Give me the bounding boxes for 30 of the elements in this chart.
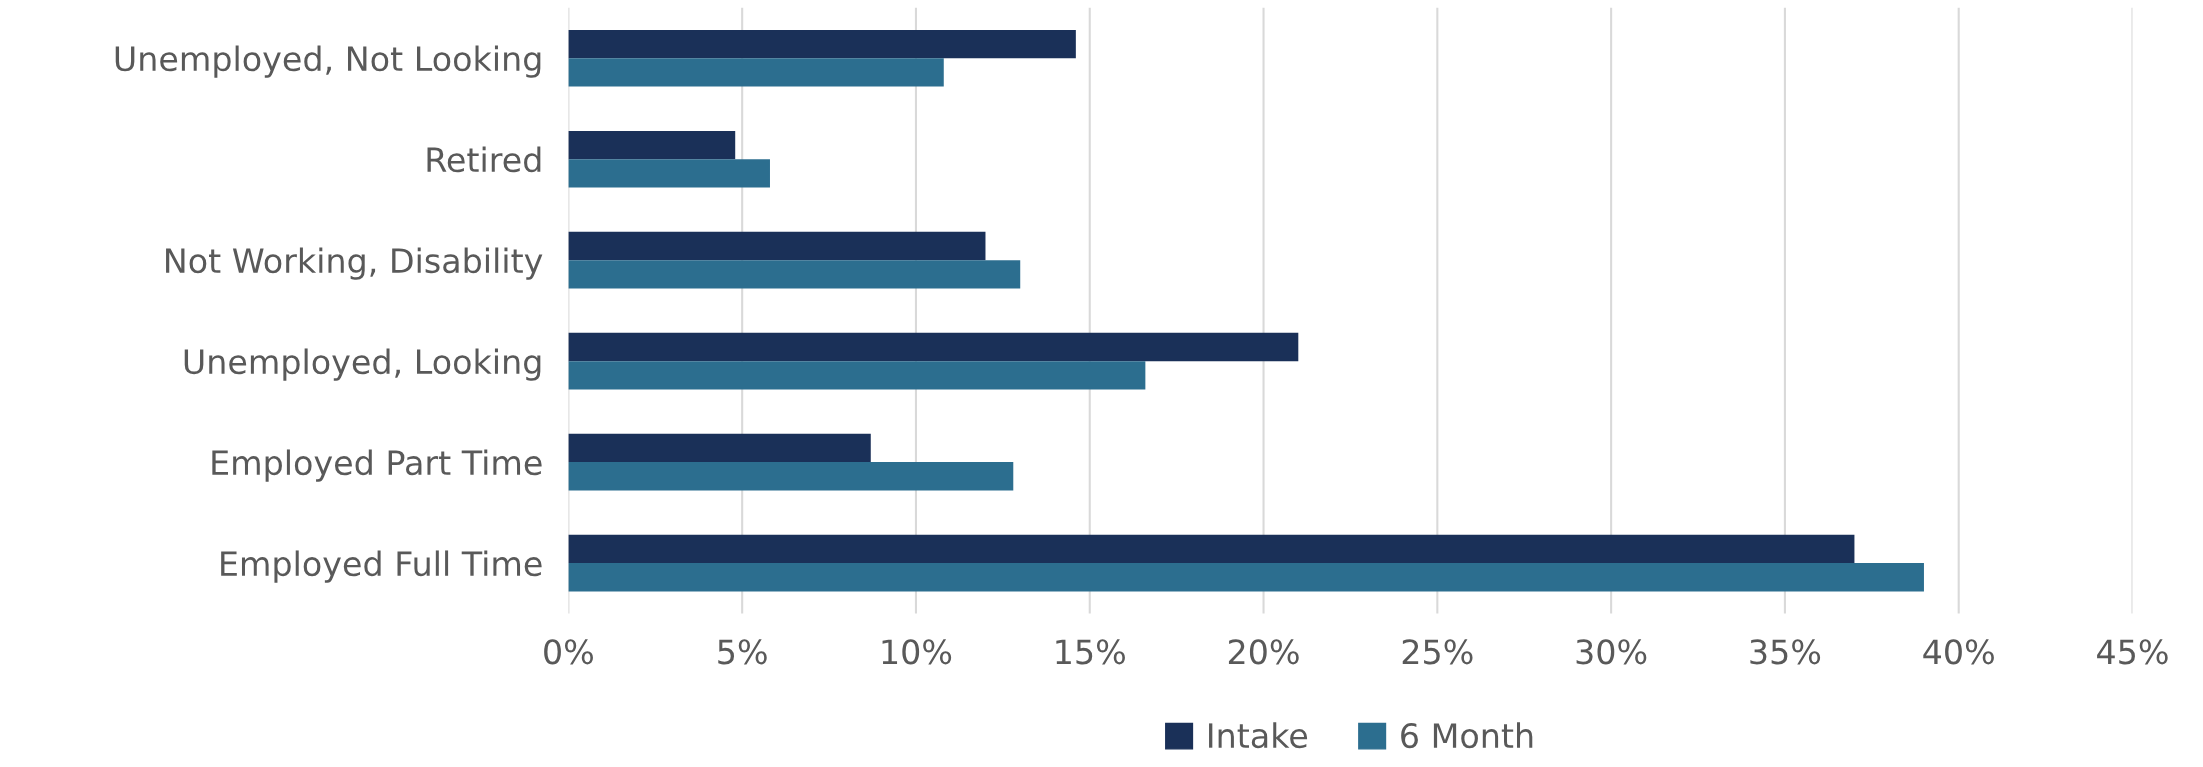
bar [568, 159, 770, 188]
x-tick-label: 40% [1923, 639, 1994, 665]
y-tick-label: Unemployed, Looking [184, 348, 541, 381]
y-tick-label: Unemployed, Not Looking [115, 45, 541, 78]
bar [568, 332, 1299, 362]
x-tick-label: 35% [1750, 639, 1821, 665]
bar [568, 231, 986, 261]
bar [568, 433, 871, 463]
x-tick-label: 20% [1228, 639, 1299, 665]
x-tick-label: 10% [882, 639, 952, 665]
y-tick-label: Employed Full Time [221, 550, 542, 583]
bar [568, 29, 1076, 59]
bar [568, 361, 1146, 390]
x-tick-label: 5% [718, 639, 767, 665]
x-tick-label: 0% [544, 639, 593, 665]
x-tick-label: 25% [1402, 639, 1473, 665]
bar [568, 58, 944, 87]
bar [568, 260, 1021, 289]
bar [568, 563, 1924, 592]
x-tick-label: 15% [1056, 639, 1125, 665]
y-tick-label: Employed Part Time [212, 449, 542, 482]
bar [568, 130, 736, 160]
bar [568, 534, 1855, 564]
legend-label: 6 Month [1401, 722, 1533, 749]
legend-label: Intake [1209, 722, 1308, 749]
y-tick-label: Retired [427, 146, 541, 173]
bar [568, 462, 1014, 491]
x-tick-label: 45% [2097, 639, 2168, 665]
x-tick-label: 30% [1576, 639, 1647, 665]
y-tick-label: Not Working, Disability [166, 247, 543, 280]
